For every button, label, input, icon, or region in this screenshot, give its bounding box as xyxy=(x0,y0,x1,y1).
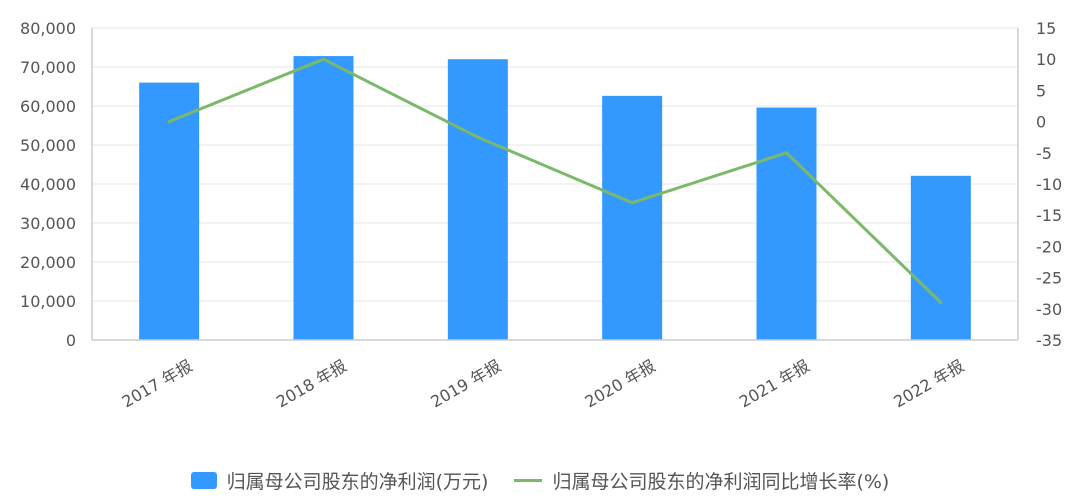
legend-item-bar[interactable]: 归属母公司股东的净利润(万元) xyxy=(190,467,489,494)
right-tick-label: 0 xyxy=(1036,113,1046,132)
legend-item-line[interactable]: 归属母公司股东的净利润同比增长率(%) xyxy=(514,467,889,494)
line-point xyxy=(630,201,634,205)
left-tick-label: 80,000 xyxy=(20,19,76,38)
right-tick-label: -35 xyxy=(1036,331,1062,350)
growth-line xyxy=(168,57,942,304)
legend-bar-swatch xyxy=(190,471,217,489)
x-tick-label: 2021 年报 xyxy=(736,356,813,411)
right-tick-label: -15 xyxy=(1036,206,1062,225)
right-axis-ticks: -35 -30 -25 -20 -15 -10 -5 0 5 10 15 xyxy=(1036,19,1062,350)
x-tick-label: 2017 年报 xyxy=(119,356,196,411)
axes xyxy=(91,28,1019,341)
bar-series xyxy=(139,56,971,341)
line-point xyxy=(322,57,325,61)
right-tick-label: -20 xyxy=(1036,237,1062,256)
bar xyxy=(602,95,663,340)
line-point xyxy=(939,301,943,305)
left-tick-label: 20,000 xyxy=(20,253,76,272)
right-tick-label: -10 xyxy=(1036,175,1062,194)
left-tick-label: 50,000 xyxy=(20,136,76,155)
line-point xyxy=(476,135,480,139)
left-tick-label: 70,000 xyxy=(20,58,76,77)
legend-bar-label: 归属母公司股东的净利润(万元) xyxy=(226,470,489,493)
right-tick-label: -30 xyxy=(1036,300,1062,319)
bar xyxy=(447,59,508,340)
right-tick-label: -25 xyxy=(1036,269,1062,288)
x-axis-ticks: 2017 年报 2018 年报 2019 年报 2020 年报 2021 年报 2022 … xyxy=(119,356,968,411)
legend-line-label: 归属母公司股东的净利润同比增长率(%) xyxy=(552,470,890,493)
left-tick-label: 10,000 xyxy=(20,292,76,311)
gridlines xyxy=(92,27,1018,302)
bar xyxy=(910,175,971,340)
legend-line-swatch xyxy=(514,478,543,482)
chart: 0 10,000 20,000 30,000 40,000 50,000 60,000 70,… xyxy=(20,19,1062,411)
line-point xyxy=(167,120,171,124)
x-tick-label: 2022 年报 xyxy=(890,356,967,411)
right-tick-label: 15 xyxy=(1036,19,1056,38)
right-tick-label: 5 xyxy=(1036,81,1046,100)
line-series xyxy=(167,57,943,305)
left-tick-label: 0 xyxy=(66,331,76,350)
legend: 归属母公司股东的净利润(万元) 归属母公司股东的净利润同比增长率(%) xyxy=(0,462,1080,498)
left-axis-ticks: 0 10,000 20,000 30,000 40,000 50,000 60,000 70,… xyxy=(20,19,76,350)
x-tick-label: 2018 年报 xyxy=(273,356,350,411)
left-tick-label: 60,000 xyxy=(20,97,76,116)
bar xyxy=(139,82,200,340)
bar xyxy=(293,56,354,341)
x-tick-label: 2020 年报 xyxy=(582,356,659,411)
right-tick-label: 10 xyxy=(1036,50,1056,69)
left-tick-label: 30,000 xyxy=(20,214,76,233)
right-tick-label: -5 xyxy=(1036,144,1052,163)
bar xyxy=(756,107,817,340)
line-point xyxy=(785,151,788,155)
x-tick-label: 2019 年报 xyxy=(427,356,504,411)
left-tick-label: 40,000 xyxy=(20,175,76,194)
